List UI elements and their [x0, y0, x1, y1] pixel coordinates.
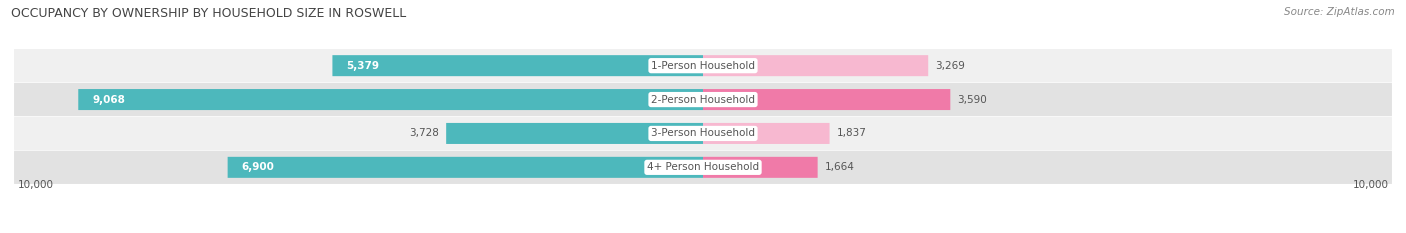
- FancyBboxPatch shape: [79, 89, 703, 110]
- Text: 1,664: 1,664: [824, 162, 855, 172]
- Text: 4+ Person Household: 4+ Person Household: [647, 162, 759, 172]
- Text: 3-Person Household: 3-Person Household: [651, 128, 755, 138]
- Text: 3,728: 3,728: [409, 128, 439, 138]
- FancyBboxPatch shape: [14, 83, 1392, 116]
- FancyBboxPatch shape: [703, 89, 950, 110]
- Text: OCCUPANCY BY OWNERSHIP BY HOUSEHOLD SIZE IN ROSWELL: OCCUPANCY BY OWNERSHIP BY HOUSEHOLD SIZE…: [11, 7, 406, 20]
- Text: 6,900: 6,900: [242, 162, 274, 172]
- Text: 3,590: 3,590: [957, 95, 987, 105]
- FancyBboxPatch shape: [703, 55, 928, 76]
- FancyBboxPatch shape: [14, 49, 1392, 82]
- Text: 1,837: 1,837: [837, 128, 866, 138]
- Text: 5,379: 5,379: [346, 61, 380, 71]
- FancyBboxPatch shape: [332, 55, 703, 76]
- FancyBboxPatch shape: [228, 157, 703, 178]
- FancyBboxPatch shape: [703, 157, 818, 178]
- Text: 3,269: 3,269: [935, 61, 965, 71]
- Text: 2-Person Household: 2-Person Household: [651, 95, 755, 105]
- Text: 10,000: 10,000: [1353, 180, 1389, 190]
- Text: Source: ZipAtlas.com: Source: ZipAtlas.com: [1284, 7, 1395, 17]
- Text: 1-Person Household: 1-Person Household: [651, 61, 755, 71]
- Text: 9,068: 9,068: [91, 95, 125, 105]
- FancyBboxPatch shape: [703, 123, 830, 144]
- FancyBboxPatch shape: [446, 123, 703, 144]
- FancyBboxPatch shape: [14, 151, 1392, 184]
- FancyBboxPatch shape: [14, 117, 1392, 150]
- Text: 10,000: 10,000: [17, 180, 53, 190]
